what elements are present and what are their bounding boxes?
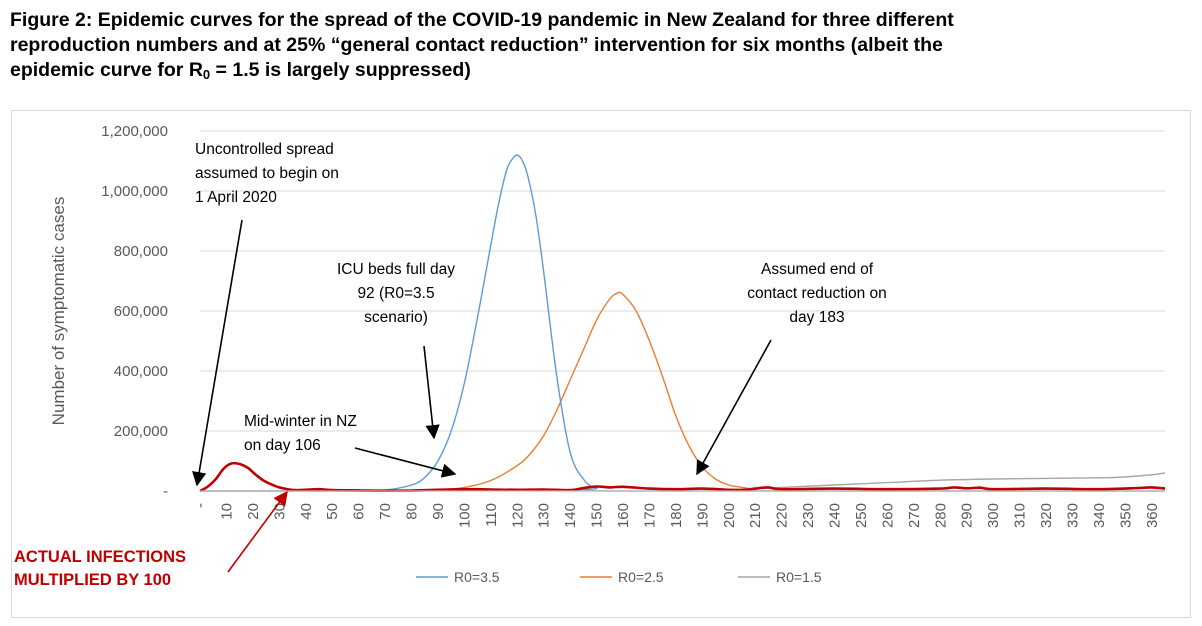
annotation-end-contact-reduction-line: Assumed end of xyxy=(761,261,874,278)
annotation-actual-infections: ACTUAL INFECTIONS MULTIPLIED BY 100 xyxy=(14,548,186,589)
annotation-actual-infections-line: MULTIPLIED BY 100 xyxy=(14,571,171,589)
y-tick-label: 200,000 xyxy=(114,423,168,440)
x-tick-label: 190 xyxy=(694,503,711,528)
arrow-uncontrolled-spread xyxy=(192,219,243,487)
annotation-icu-beds-line: scenario) xyxy=(364,309,428,326)
x-tick-label: 220 xyxy=(774,503,791,528)
x-tick-label: 210 xyxy=(747,503,764,528)
y-tick-label: 600,000 xyxy=(114,303,168,320)
x-tick-label: 200 xyxy=(721,503,738,528)
x-tick-label: 300 xyxy=(985,503,1002,528)
legend-label: R0=3.5 xyxy=(454,569,500,585)
x-tick-label: 140 xyxy=(562,503,579,528)
title-line3-sub: 0 xyxy=(202,67,211,82)
x-tick-label: 230 xyxy=(800,503,817,528)
arrow-end-contact-reduction xyxy=(696,339,772,476)
figure-title-line-2: reproduction numbers and at 25% “general… xyxy=(10,34,943,56)
x-tick-label: 10 xyxy=(218,503,235,520)
annotation-layer: Uncontrolled spread assumed to begin on 1 … xyxy=(14,141,887,589)
figure-title: Figure 2: Epidemic curves for the spread… xyxy=(10,8,1190,87)
arrow-mid-winter xyxy=(354,447,457,478)
annotation-uncontrolled-spread-line: assumed to begin on xyxy=(195,165,339,182)
arrow-icu-beds xyxy=(423,345,440,440)
annotation-uncontrolled-spread-line: Uncontrolled spread xyxy=(195,141,334,158)
annotation-end-contact-reduction: Assumed end of contact reduction on day 18… xyxy=(747,261,887,326)
x-tick-label: 60 xyxy=(351,503,368,520)
x-tick-label: 30 xyxy=(271,503,288,520)
arrow-actual-infections xyxy=(227,490,288,573)
x-tick-label: 110 xyxy=(483,503,500,527)
x-tick-label: 310 xyxy=(1012,503,1029,528)
series-layer xyxy=(199,154,1166,493)
x-tick-label: 20 xyxy=(245,503,262,520)
x-tick-label: 290 xyxy=(959,503,976,528)
figure-title-line-3: epidemic curve for R0 = 1.5 is largely s… xyxy=(10,58,1190,87)
series-line-r0-2-5 xyxy=(199,291,1165,492)
x-tick-label: 280 xyxy=(932,503,949,528)
annotation-mid-winter-line: on day 106 xyxy=(244,437,321,454)
title-line3-pre: epidemic curve for R xyxy=(10,59,203,81)
annotation-mid-winter: Mid-winter in NZ on day 106 xyxy=(244,413,357,454)
x-tick-label: 90 xyxy=(430,503,447,520)
legend-label: R0=2.5 xyxy=(618,569,664,585)
x-tick-label: 260 xyxy=(879,503,896,528)
x-tick-label: 170 xyxy=(641,503,658,528)
annotation-mid-winter-line: Mid-winter in NZ xyxy=(244,413,357,430)
annotation-uncontrolled-spread-line: 1 April 2020 xyxy=(195,189,277,206)
x-tick-label: 100 xyxy=(456,503,473,528)
x-tick-label: 160 xyxy=(615,503,632,528)
series-line-actual-infections xyxy=(199,461,1166,493)
axis-layer: - 200,000 400,000 600,000 800,000 1,000,000 1,… xyxy=(49,123,1165,528)
grid-layer xyxy=(200,130,1165,432)
x-tick-label: 70 xyxy=(377,503,394,520)
figure-title-line-1: Figure 2: Epidemic curves for the spread… xyxy=(10,9,954,31)
x-tick-label: 150 xyxy=(589,503,606,528)
annotation-uncontrolled-spread: Uncontrolled spread assumed to begin on 1 … xyxy=(195,141,339,206)
y-tick-label: 1,000,000 xyxy=(101,183,168,200)
annotation-end-contact-reduction-line: contact reduction on xyxy=(747,285,887,302)
x-tick-label: 330 xyxy=(1064,503,1081,528)
x-tick-label: 360 xyxy=(1144,503,1161,528)
x-tick-label: 240 xyxy=(827,503,844,528)
y-tick-label: 400,000 xyxy=(114,363,168,380)
annotation-actual-infections-line: ACTUAL INFECTIONS xyxy=(14,548,186,566)
annotation-icu-beds-line: ICU beds full day xyxy=(337,261,455,278)
x-tick-label: - xyxy=(192,503,209,508)
y-tick-label: 1,200,000 xyxy=(101,123,168,140)
x-tick-label: 320 xyxy=(1038,503,1055,528)
chart-frame xyxy=(11,110,1191,618)
annotation-end-contact-reduction-line: day 183 xyxy=(789,309,844,326)
x-tick-label: 50 xyxy=(324,503,341,520)
legend-label: R0=1.5 xyxy=(776,569,822,585)
x-tick-label: 270 xyxy=(906,503,923,528)
x-tick-label: 130 xyxy=(536,503,553,528)
y-axis-title: Number of symptomatic cases xyxy=(49,197,68,426)
title-line3-post: = 1.5 is largely suppressed) xyxy=(210,59,471,81)
y-tick-label: - xyxy=(163,483,168,500)
x-tick-label: 40 xyxy=(298,503,315,520)
x-tick-label: 350 xyxy=(1117,503,1134,528)
series-line-r0-3-5 xyxy=(199,154,1165,492)
x-tick-label: 80 xyxy=(404,503,421,520)
x-tick-label: 120 xyxy=(509,503,526,528)
annotation-icu-beds-line: 92 (R0=3.5 xyxy=(357,285,434,302)
x-tick-label: 340 xyxy=(1091,503,1108,528)
x-tick-label: 250 xyxy=(853,503,870,528)
x-tick-label: 180 xyxy=(668,503,685,528)
legend: R0=3.5 R0=2.5 R0=1.5 xyxy=(416,569,822,585)
annotation-icu-beds: ICU beds full day 92 (R0=3.5 scenario) xyxy=(337,261,455,326)
y-tick-label: 800,000 xyxy=(114,243,168,260)
